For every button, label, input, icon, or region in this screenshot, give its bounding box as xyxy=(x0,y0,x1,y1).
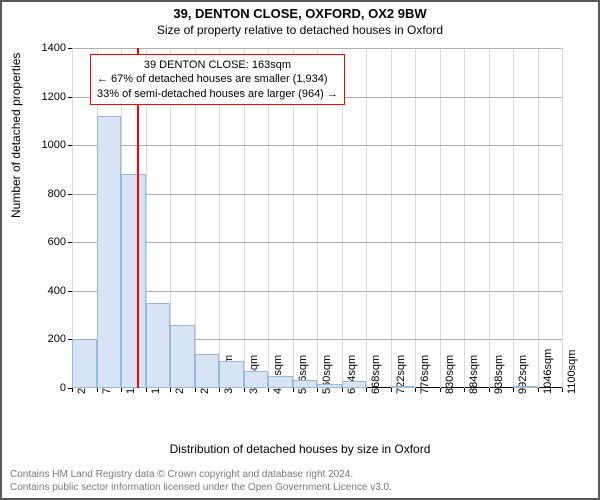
x-tick-label: 992sqm xyxy=(517,355,529,394)
x-tick-mark xyxy=(244,388,245,392)
histogram-bar xyxy=(121,174,146,388)
gridline-vertical xyxy=(562,48,563,388)
histogram-bar xyxy=(170,325,195,388)
x-tick-mark xyxy=(293,388,294,392)
gridline-vertical xyxy=(440,48,441,388)
footer-attribution: Contains HM Land Registry data © Crown c… xyxy=(10,468,392,494)
y-tick-label: 1200 xyxy=(42,91,66,103)
x-tick-mark xyxy=(489,388,490,392)
x-tick-mark xyxy=(268,388,269,392)
x-tick-mark xyxy=(562,388,563,392)
x-tick-label: 560sqm xyxy=(321,355,333,394)
gridline-vertical xyxy=(538,48,539,388)
histogram-bar xyxy=(268,376,293,388)
x-tick-mark xyxy=(464,388,465,392)
y-tick-mark xyxy=(68,48,72,49)
gridline-vertical xyxy=(72,48,73,388)
y-tick-mark xyxy=(68,145,72,146)
gridline-vertical xyxy=(415,48,416,388)
gridline-horizontal xyxy=(72,145,562,146)
histogram-bar xyxy=(293,380,318,389)
x-tick-mark xyxy=(97,388,98,392)
x-tick-mark xyxy=(513,388,514,392)
x-tick-label: 1100sqm xyxy=(566,350,578,394)
y-tick-label: 1400 xyxy=(42,42,66,54)
gridline-horizontal xyxy=(72,242,562,243)
x-tick-label: 722sqm xyxy=(395,355,407,394)
annotation-line-2: ← 67% of detached houses are smaller (1,… xyxy=(97,72,338,86)
y-tick-label: 0 xyxy=(60,382,66,394)
x-tick-label: 668sqm xyxy=(370,355,382,394)
y-tick-label: 1000 xyxy=(42,139,66,151)
x-tick-label: 884sqm xyxy=(468,355,480,394)
annotation-line-3: 33% of semi-detached houses are larger (… xyxy=(97,87,338,101)
gridline-vertical xyxy=(513,48,514,388)
x-tick-mark xyxy=(415,388,416,392)
histogram-bar xyxy=(342,381,367,388)
gridline-vertical xyxy=(366,48,367,388)
y-tick-label: 400 xyxy=(48,285,66,297)
histogram-bar xyxy=(72,339,97,388)
x-tick-label: 614sqm xyxy=(346,355,358,394)
y-tick-label: 600 xyxy=(48,236,66,248)
x-tick-mark xyxy=(342,388,343,392)
histogram-bar xyxy=(317,384,342,388)
page-subtitle: Size of property relative to detached ho… xyxy=(2,23,598,37)
x-tick-label: 830sqm xyxy=(444,355,456,394)
x-tick-label: 776sqm xyxy=(419,355,431,394)
y-tick-mark xyxy=(68,242,72,243)
histogram-bar xyxy=(146,303,171,388)
chart-frame: 39, DENTON CLOSE, OXFORD, OX2 9BW Size o… xyxy=(0,0,600,500)
gridline-vertical xyxy=(489,48,490,388)
x-tick-mark xyxy=(146,388,147,392)
y-axis-title: Number of detached properties xyxy=(9,53,23,218)
x-tick-mark xyxy=(219,388,220,392)
x-tick-label: 452sqm xyxy=(272,355,284,394)
plot-area: 21sqm75sqm129sqm183sqm237sqm291sqm345sqm… xyxy=(72,48,562,388)
x-tick-mark xyxy=(72,388,73,392)
x-tick-label: 1046sqm xyxy=(542,349,554,394)
gridline-horizontal xyxy=(72,48,562,49)
gridline-horizontal xyxy=(72,291,562,292)
x-tick-mark xyxy=(195,388,196,392)
histogram-bar xyxy=(513,386,538,388)
page-title: 39, DENTON CLOSE, OXFORD, OX2 9BW xyxy=(2,6,598,21)
y-tick-label: 800 xyxy=(48,188,66,200)
histogram-bar xyxy=(219,361,244,388)
x-tick-label: 938sqm xyxy=(493,355,505,394)
x-tick-mark xyxy=(317,388,318,392)
footer-line-1: Contains HM Land Registry data © Crown c… xyxy=(10,468,392,481)
x-tick-mark xyxy=(170,388,171,392)
x-tick-mark xyxy=(121,388,122,392)
x-axis-title: Distribution of detached houses by size … xyxy=(2,442,598,456)
y-tick-mark xyxy=(68,97,72,98)
x-tick-mark xyxy=(440,388,441,392)
x-tick-label: 506sqm xyxy=(297,355,309,394)
histogram-bar xyxy=(97,116,122,388)
histogram-bar xyxy=(244,371,269,388)
gridline-horizontal xyxy=(72,194,562,195)
y-tick-mark xyxy=(68,388,72,389)
annotation-box: 39 DENTON CLOSE: 163sqm← 67% of detached… xyxy=(90,54,345,105)
x-tick-mark xyxy=(391,388,392,392)
footer-line-2: Contains public sector information licen… xyxy=(10,481,392,494)
gridline-vertical xyxy=(464,48,465,388)
histogram-bar xyxy=(195,354,220,388)
x-tick-mark xyxy=(538,388,539,392)
histogram-bar xyxy=(391,386,416,388)
gridline-vertical xyxy=(391,48,392,388)
x-tick-mark xyxy=(366,388,367,392)
annotation-line-1: 39 DENTON CLOSE: 163sqm xyxy=(97,58,338,72)
y-tick-label: 200 xyxy=(48,333,66,345)
y-tick-mark xyxy=(68,194,72,195)
y-tick-mark xyxy=(68,291,72,292)
